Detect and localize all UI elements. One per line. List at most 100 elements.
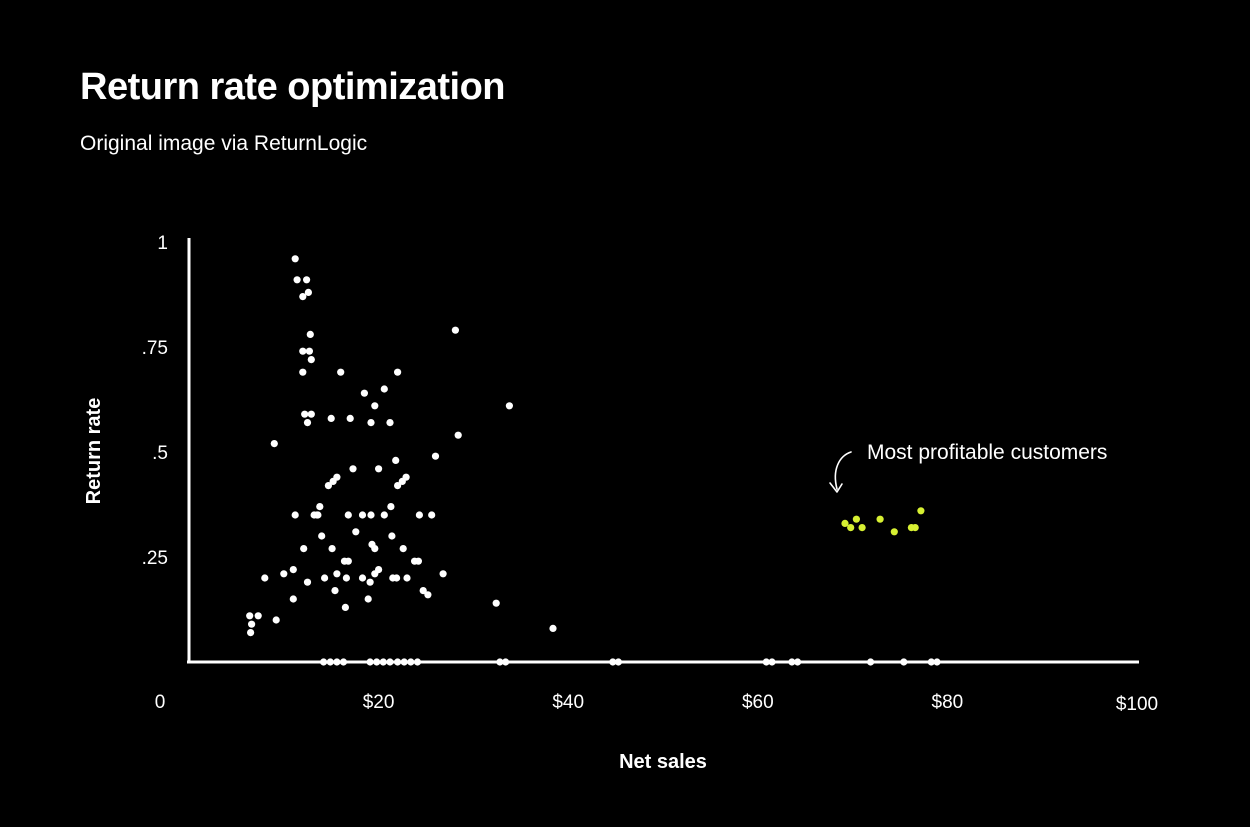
- data-point-s0-76: [415, 511, 423, 519]
- data-point-s0-71: [393, 574, 401, 582]
- data-point-s0-87: [313, 511, 321, 519]
- data-point-s0-47: [394, 368, 402, 376]
- data-point-s0-5: [299, 347, 307, 355]
- data-point-s0-64: [358, 574, 367, 582]
- data-point-s0-65: [366, 578, 374, 586]
- data-point-s0-42: [327, 414, 335, 422]
- data-point-s0-66: [364, 595, 372, 603]
- data-point-s0-24: [280, 570, 288, 578]
- y-tick-label: .25: [142, 548, 168, 569]
- annotation-label: Most profitable customers: [867, 441, 1107, 464]
- x-tick-label: $80: [932, 692, 964, 713]
- data-point-s0-39: [248, 620, 256, 628]
- y-axis-title: Return rate: [83, 398, 105, 505]
- x-axis-title: Net sales: [619, 751, 707, 773]
- data-point-s0-40: [247, 629, 255, 637]
- x-tick-label: 0: [155, 692, 166, 713]
- x-tick-label: $20: [363, 692, 395, 713]
- data-point-s0-36: [261, 574, 269, 582]
- data-point-s0-75: [414, 557, 422, 565]
- data-point-s0-86: [549, 624, 557, 633]
- annotation-arrow: [829, 451, 852, 493]
- data-point-s2-4: [876, 515, 884, 523]
- data-point-s0-26: [300, 545, 308, 553]
- data-point-s0-13: [337, 368, 345, 376]
- data-point-s0-41: [254, 612, 262, 620]
- x-tick-label: $40: [552, 692, 584, 713]
- x-tick-label: $100: [1116, 694, 1158, 715]
- data-point-s0-35: [289, 595, 297, 603]
- data-point-s0-52: [392, 456, 400, 464]
- data-point-s0-45: [371, 402, 379, 410]
- data-point-s0-84: [505, 402, 513, 410]
- data-point-s0-25: [289, 566, 297, 574]
- data-point-s0-18: [316, 503, 324, 511]
- data-point-s0-48: [367, 419, 375, 427]
- data-point-s0-8: [307, 356, 315, 364]
- data-point-s0-51: [375, 465, 383, 473]
- data-point-s0-22: [318, 532, 326, 540]
- data-point-s0-73: [403, 574, 411, 582]
- data-point-s0-43: [346, 414, 354, 422]
- data-point-s0-77: [419, 587, 427, 595]
- data-point-s0-59: [394, 482, 402, 490]
- data-point-s0-78: [424, 591, 432, 599]
- data-point-s0-3: [303, 276, 311, 284]
- data-point-s0-72: [399, 545, 407, 553]
- data-point-s0-80: [431, 452, 440, 460]
- data-point-s2-0: [841, 519, 849, 528]
- data-point-s0-27: [303, 578, 312, 586]
- data-point-s0-53: [344, 511, 352, 519]
- data-point-s0-55: [358, 511, 367, 519]
- y-tick-label: .75: [142, 338, 168, 359]
- data-point-s0-11: [303, 419, 312, 427]
- data-point-s0-2: [299, 293, 307, 301]
- data-point-s0-37: [272, 616, 280, 624]
- data-point-s0-83: [454, 431, 462, 439]
- ticks-layer: 0 $20 $40 $60 $80 $100 1 .75 .5 .25: [142, 233, 1159, 715]
- y-tick-label: 1: [157, 233, 168, 254]
- data-point-s0-34: [341, 603, 349, 612]
- data-point-s0-21: [333, 473, 341, 481]
- data-point-s0-32: [342, 574, 350, 582]
- data-point-s0-12: [307, 410, 315, 418]
- data-point-s0-1: [293, 276, 301, 284]
- data-point-s0-49: [386, 419, 394, 427]
- data-point-s2-5: [890, 528, 898, 536]
- data-point-s0-58: [387, 503, 395, 511]
- data-point-s2-7: [911, 524, 919, 532]
- data-point-s0-54: [352, 528, 360, 536]
- data-point-s0-10: [301, 410, 309, 418]
- data-point-s0-44: [360, 389, 368, 397]
- data-point-s2-1: [847, 524, 855, 532]
- data-point-s2-2: [852, 515, 861, 523]
- data-point-s0-46: [380, 385, 388, 393]
- y-tick-label: .5: [152, 443, 168, 464]
- data-point-s0-81: [439, 570, 447, 578]
- data-point-s0-38: [246, 612, 254, 620]
- data-point-s2-8: [917, 507, 925, 515]
- chart-title: Return rate optimization: [80, 66, 506, 108]
- data-point-s0-31: [344, 557, 352, 565]
- data-point-s0-85: [492, 599, 500, 607]
- data-point-s0-57: [380, 511, 388, 519]
- data-point-s0-69: [388, 532, 396, 540]
- data-point-s0-63: [371, 545, 379, 553]
- data-point-s0-79: [428, 511, 436, 519]
- data-point-s0-0: [291, 255, 299, 263]
- data-point-s0-14: [270, 440, 278, 448]
- x-tick-label: $60: [742, 692, 774, 713]
- data-point-s0-68: [375, 566, 383, 574]
- data-point-s0-23: [328, 545, 336, 553]
- data-point-s0-7: [306, 330, 314, 338]
- points-layer: [246, 255, 941, 666]
- data-point-s0-28: [321, 574, 329, 582]
- data-point-s0-19: [324, 482, 332, 490]
- data-point-s0-4: [304, 288, 312, 296]
- data-point-s0-50: [349, 465, 357, 473]
- data-point-s0-15: [291, 511, 299, 519]
- data-point-s0-9: [299, 368, 307, 376]
- data-point-s0-6: [305, 347, 313, 355]
- data-point-s0-61: [402, 473, 410, 481]
